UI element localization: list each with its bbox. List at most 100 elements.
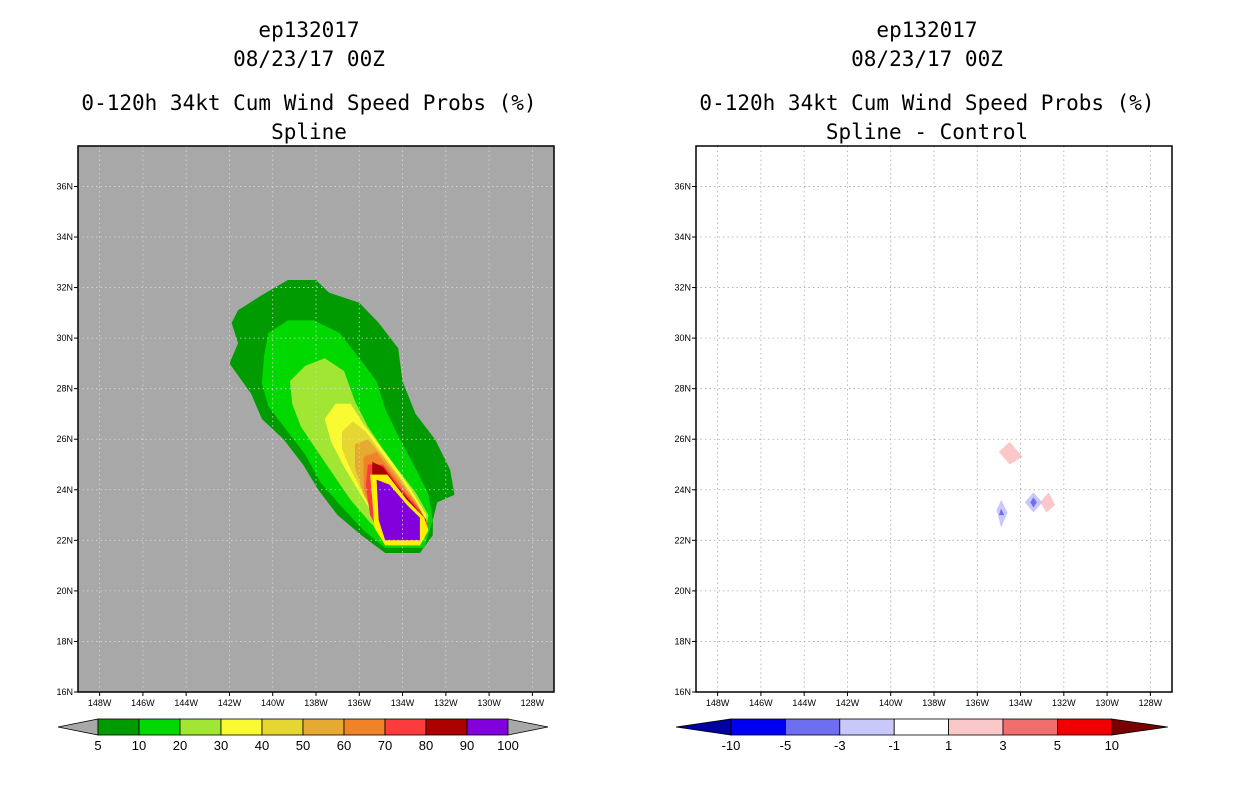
right-x-tick-label: 138W <box>922 698 946 708</box>
right-colorbar-label: 10 <box>1105 738 1119 753</box>
right-colorbar-label: 5 <box>1054 738 1061 753</box>
right-colorbar-box <box>893 718 950 736</box>
left-colorbar-label: 90 <box>460 738 474 753</box>
left-y-tick-label: 16N <box>56 687 73 697</box>
left-x-tick-label: 140W <box>261 698 285 708</box>
right-y-tick-label: 20N <box>674 586 691 596</box>
right-y-tick-label: 18N <box>674 636 691 646</box>
right-contour-1 <box>998 441 1023 465</box>
left-y-tick-label: 18N <box>56 636 73 646</box>
left-y-tick-label: 26N <box>56 434 73 444</box>
left-colorbar-label: 100 <box>497 738 519 753</box>
left-colorbar-box <box>302 718 345 736</box>
left-colorbar-label: 5 <box>94 738 101 753</box>
right-x-tick-label: 128W <box>1139 698 1163 708</box>
left-y-tick-label: 32N <box>56 283 73 293</box>
left-colorbar-box <box>97 718 140 736</box>
right-colorbar-under-arrow <box>675 718 732 736</box>
right-title-date: 08/23/17 00Z <box>851 47 1003 71</box>
right-y-tick-label: 30N <box>674 333 691 343</box>
left-y-tick-label: 24N <box>56 485 73 495</box>
left-x-tick-label: 148W <box>88 698 112 708</box>
right-x-tick-label: 136W <box>966 698 990 708</box>
left-colorbar-under-arrow <box>57 718 99 736</box>
left-colorbar-over-arrow <box>507 718 549 736</box>
right-y-tick-label: 36N <box>674 181 691 191</box>
right-x-tick-label: 146W <box>749 698 773 708</box>
left-title-date: 08/23/17 00Z <box>233 47 385 71</box>
left-x-tick-label: 132W <box>434 698 458 708</box>
left-x-tick-label: 142W <box>218 698 242 708</box>
left-contour-100 <box>376 479 420 541</box>
left-map-panel: 148W 146W 144W 142W 140W 138W 136W 134W 132W 130W… <box>56 145 555 708</box>
left-colorbar-label: 50 <box>296 738 310 753</box>
left-x-tick-label: 128W <box>521 698 545 708</box>
left-colorbar-box <box>220 718 263 736</box>
left-colorbar-box <box>261 718 304 736</box>
right-colorbar-over-arrow <box>1111 718 1168 736</box>
right-y-tick-label: 16N <box>674 687 691 697</box>
right-y-tick-label: 32N <box>674 283 691 293</box>
left-x-tick-label: 138W <box>304 698 328 708</box>
right-contour--3 <box>998 508 1005 516</box>
right-colorbar-label: -1 <box>888 738 900 753</box>
right-colorbar-label: -3 <box>834 738 846 753</box>
left-colorbar-box <box>425 718 468 736</box>
left-colorbar-box <box>343 718 386 736</box>
right-y-tick-label: 26N <box>674 434 691 444</box>
left-colorbar-label: 10 <box>132 738 146 753</box>
right-colorbar-label: -10 <box>722 738 741 753</box>
left-title-method: Spline <box>271 120 347 144</box>
right-y-tick-label: 24N <box>674 485 691 495</box>
right-title-storm-id: ep132017 <box>876 18 978 42</box>
right-colorbar-box <box>839 718 895 736</box>
left-x-tick-label: 134W <box>391 698 415 708</box>
left-colorbar-label: 40 <box>255 738 269 753</box>
right-x-tick-label: 140W <box>879 698 903 708</box>
right-colorbar-box <box>1057 718 1113 736</box>
right-x-tick-label: 142W <box>836 698 860 708</box>
left-colorbar-box <box>179 718 222 736</box>
left-colorbar-label: 30 <box>214 738 228 753</box>
right-y-tick-label: 22N <box>674 535 691 545</box>
right-colorbar-box <box>1002 718 1058 736</box>
right-x-tick-label: 134W <box>1009 698 1033 708</box>
left-colorbar-label: 70 <box>378 738 392 753</box>
left-colorbar-label: 20 <box>173 738 187 753</box>
right-colorbar: -10 -5 -3 -1 1 3 5 10 <box>675 718 1168 753</box>
left-y-tick-label: 22N <box>56 535 73 545</box>
right-x-tick-label: 148W <box>706 698 730 708</box>
left-title-product: 0-120h 34kt Cum Wind Speed Probs (%) <box>81 91 537 115</box>
right-colorbar-box <box>948 718 1004 736</box>
left-y-tick-label: 34N <box>56 232 73 242</box>
left-x-tick-label: 130W <box>477 698 501 708</box>
right-x-tick-label: 132W <box>1052 698 1076 708</box>
right-x-tick-label: 130W <box>1095 698 1119 708</box>
left-colorbar-box <box>138 718 181 736</box>
right-x-tick-label: 144W <box>792 698 816 708</box>
right-title-method: Spline - Control <box>825 120 1029 144</box>
left-colorbar-label: 80 <box>419 738 433 753</box>
left-y-tick-label: 30N <box>56 333 73 343</box>
right-title-product: 0-120h 34kt Cum Wind Speed Probs (%) <box>699 91 1155 115</box>
left-y-tick-label: 36N <box>56 181 73 191</box>
left-x-tick-label: 144W <box>174 698 198 708</box>
right-y-tick-label: 34N <box>674 232 691 242</box>
left-x-tick-label: 146W <box>131 698 155 708</box>
right-colorbar-box <box>730 718 786 736</box>
right-colorbar-label: 3 <box>999 738 1006 753</box>
left-y-tick-label: 20N <box>56 586 73 596</box>
left-x-tick-label: 136W <box>348 698 372 708</box>
right-colorbar-label: 1 <box>945 738 952 753</box>
right-colorbar-box <box>785 718 841 736</box>
left-colorbar-box <box>384 718 427 736</box>
left-colorbar-label: 60 <box>337 738 351 753</box>
left-colorbar-box <box>466 718 509 736</box>
left-y-tick-label: 28N <box>56 384 73 394</box>
right-colorbar-label: -5 <box>780 738 792 753</box>
right-contour-1 <box>1040 492 1056 513</box>
left-colorbar: 5 10 20 30 40 50 60 70 80 90 100 <box>57 718 549 753</box>
right-y-tick-label: 28N <box>674 384 691 394</box>
right-contour--3 <box>1030 497 1037 508</box>
